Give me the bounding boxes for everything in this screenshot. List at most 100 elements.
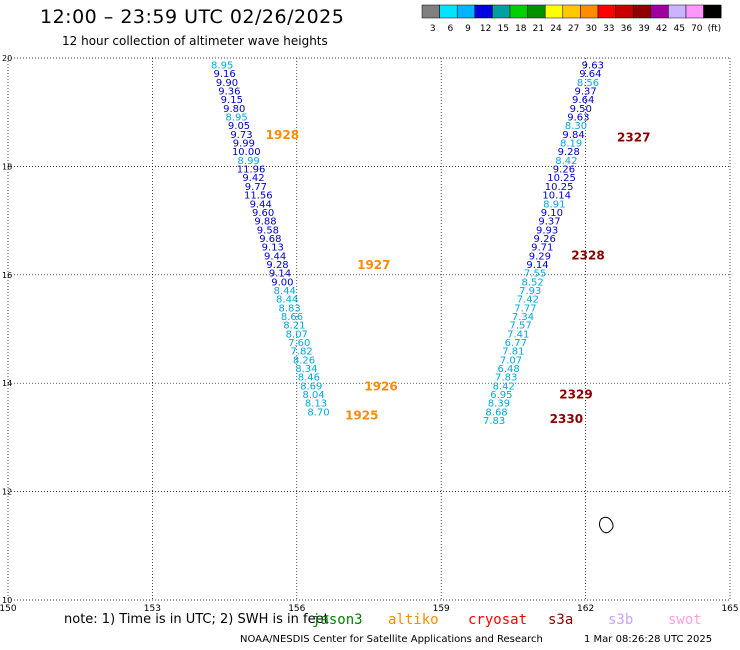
- wave-height-value: 7.83: [495, 373, 517, 384]
- wave-height-value: 9.90: [216, 78, 238, 89]
- pass-time-label: 1926: [364, 379, 397, 393]
- legend-entry: s3a: [548, 612, 574, 628]
- y-tick-label: 12: [2, 488, 12, 497]
- wave-height-value: 9.73: [230, 130, 252, 141]
- wave-height-value: 8.39: [488, 399, 510, 410]
- pass-time-label: 1925: [345, 409, 378, 423]
- x-tick-label: 159: [433, 604, 450, 612]
- wave-height-value: 11.56: [244, 191, 273, 202]
- y-tick-label: 14: [2, 379, 12, 388]
- wave-height-value: 8.56: [577, 78, 599, 89]
- scale-label: 45: [673, 24, 684, 34]
- wave-height-value: 8.44: [274, 286, 296, 297]
- wave-height-value: 7.34: [512, 312, 534, 323]
- wave-height-value: 7.82: [290, 347, 312, 358]
- credit-text: NOAA/NESDIS Center for Satellite Applica…: [240, 634, 543, 645]
- y-tick-label: 18: [2, 162, 12, 171]
- wave-height-value: 8.34: [295, 364, 317, 375]
- scale-label: 24: [550, 24, 562, 34]
- wave-height-value: 9.16: [213, 69, 235, 80]
- scale-label: 6: [448, 24, 454, 34]
- x-tick-label: 165: [721, 604, 738, 612]
- wave-height-value: 10.25: [547, 173, 576, 184]
- wave-height-plot: 150 153 156 159 162 1651012141618208.959.169.…: [0, 54, 739, 612]
- wave-height-value: 7.93: [519, 286, 541, 297]
- pass-time-label: 2330: [550, 412, 583, 426]
- wave-height-value: 7.83: [483, 416, 505, 427]
- wave-height-value: 9.63: [582, 61, 604, 72]
- scale-label: 15: [497, 24, 508, 34]
- wave-height-value: 8.42: [493, 381, 515, 392]
- pass-time-label: 1928: [266, 128, 299, 142]
- wave-height-value: 8.46: [298, 373, 320, 384]
- wave-height-value: 9.28: [558, 147, 580, 158]
- wave-height-value: 9.13: [262, 243, 284, 254]
- wave-height-value: 10.25: [545, 182, 574, 193]
- wave-height-value: 8.91: [543, 199, 565, 210]
- scale-label: (ft): [708, 24, 722, 34]
- wave-height-value: 9.14: [526, 260, 548, 271]
- wave-height-value: 7.42: [517, 295, 539, 306]
- pass-time-label: 2327: [617, 131, 650, 145]
- scale-label: 39: [638, 24, 650, 34]
- legend-entry: s3b: [608, 612, 634, 628]
- x-tick-label: 153: [144, 604, 161, 612]
- scale-label: 3: [430, 24, 436, 34]
- scale-swatch: [703, 4, 722, 19]
- coastline-shape: [599, 516, 614, 534]
- wave-height-value: 9.58: [257, 225, 279, 236]
- wave-height-value: 9.93: [536, 225, 558, 236]
- wave-height-value: 9.64: [572, 95, 594, 106]
- wave-height-value: 9.99: [233, 139, 255, 150]
- wave-height-value: 6.48: [497, 364, 519, 375]
- wave-height-value: 9.64: [579, 69, 601, 80]
- wave-height-value: 9.44: [250, 199, 272, 210]
- wave-height-value: 9.37: [538, 217, 560, 228]
- pass-time-label: 2328: [571, 249, 604, 263]
- wave-height-value: 9.26: [553, 165, 575, 176]
- wave-height-value: 8.69: [300, 381, 322, 392]
- wave-height-value: 8.07: [286, 329, 308, 340]
- wave-height-value: 8.68: [485, 407, 507, 418]
- wave-height-value: 9.84: [562, 130, 584, 141]
- wave-height-value: 8.19: [560, 139, 582, 150]
- wave-height-value: 8.99: [238, 156, 260, 167]
- wave-height-value: 10.00: [232, 147, 261, 158]
- scale-label: 27: [568, 24, 579, 34]
- wave-height-value: 8.04: [303, 390, 325, 401]
- wave-height-value: 9.05: [228, 121, 250, 132]
- wave-height-value: 9.29: [529, 251, 551, 262]
- legend-entry: jason3: [312, 612, 363, 628]
- wave-height-value: 6.95: [490, 390, 512, 401]
- y-tick-label: 20: [2, 54, 12, 63]
- scale-label: 9: [465, 24, 471, 34]
- wave-height-value: 9.71: [531, 243, 553, 254]
- pass-time-label: 2329: [559, 387, 592, 401]
- wave-height-value: 9.80: [223, 104, 245, 115]
- wave-height-value: 8.30: [565, 121, 587, 132]
- wave-height-value: 6.77: [505, 338, 527, 349]
- wave-height-value: 9.60: [252, 208, 274, 219]
- wave-height-value: 9.63: [567, 113, 589, 124]
- wave-height-value: 7.41: [507, 329, 529, 340]
- x-tick-label: 162: [577, 604, 594, 612]
- wave-height-value: 7.07: [500, 355, 522, 366]
- pass-time-label: 1927: [357, 258, 390, 272]
- wave-height-value: 9.10: [541, 208, 563, 219]
- legend-entry: altiko: [388, 612, 439, 628]
- wave-height-value: 8.95: [226, 113, 248, 124]
- wave-height-value: 8.52: [522, 277, 544, 288]
- wave-height-value: 8.95: [211, 61, 233, 72]
- wave-height-value: 9.77: [245, 182, 267, 193]
- wave-height-value: 9.36: [218, 87, 240, 98]
- color-scale-bar: 3 6 9 12 15 18 21 24 27 30 33 36 39 42 45 70 (ft): [421, 4, 722, 34]
- wave-height-value: 8.83: [278, 303, 300, 314]
- scale-label: 21: [533, 24, 544, 34]
- wave-height-value: 9.68: [259, 234, 281, 245]
- timestamp-text: 1 Mar 08:26:28 UTC 2025: [584, 634, 713, 645]
- x-tick-label: 150: [0, 604, 17, 612]
- wave-height-value: 7.57: [509, 321, 531, 332]
- wave-height-value: 8.26: [293, 355, 315, 366]
- page-title: 12:00 – 23:59 UTC 02/26/2025: [40, 6, 345, 28]
- wave-height-value: 8.44: [276, 295, 298, 306]
